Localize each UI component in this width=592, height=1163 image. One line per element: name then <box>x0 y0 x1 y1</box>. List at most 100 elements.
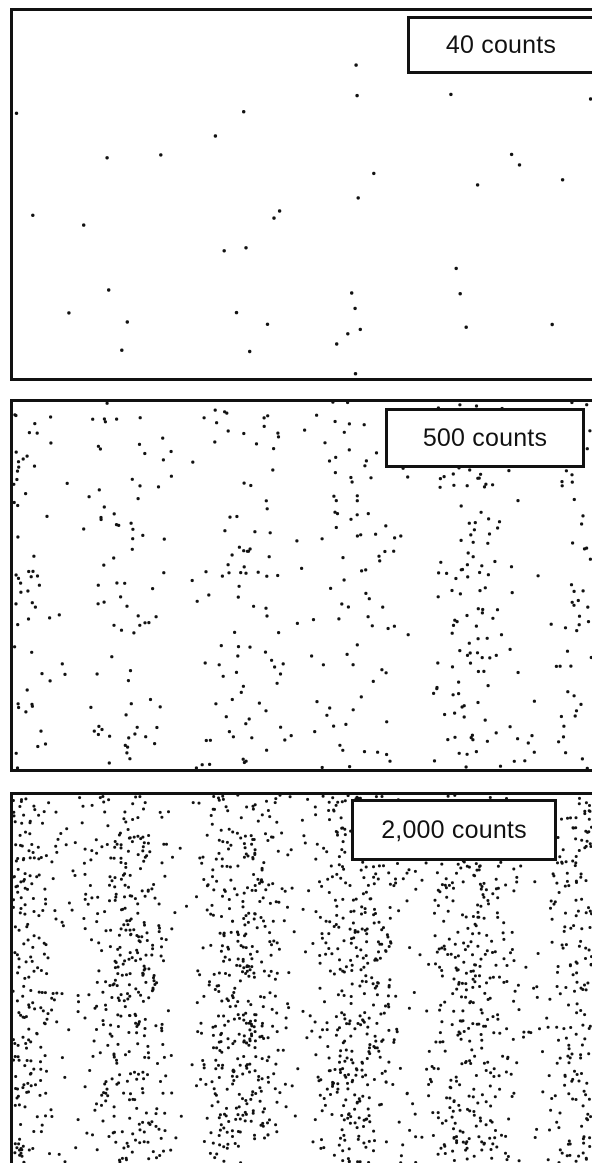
photon-dot <box>372 171 376 176</box>
photon-dot <box>310 1029 314 1033</box>
photon-dot <box>380 928 384 932</box>
photon-dot <box>325 1021 329 1025</box>
photon-dot <box>104 1091 108 1095</box>
dot-field <box>13 795 592 1163</box>
photon-dot <box>19 1123 23 1126</box>
photon-dot <box>24 710 28 714</box>
photon-dot <box>588 557 592 561</box>
photon-dot <box>561 946 565 950</box>
photon-dot <box>433 898 437 902</box>
photon-dot <box>236 939 240 943</box>
photon-dot <box>328 818 331 822</box>
photon-dot <box>467 641 471 645</box>
photon-dot <box>585 839 589 843</box>
photon-dot <box>236 1113 240 1117</box>
photon-dot <box>136 816 140 820</box>
photon-dot <box>372 875 376 879</box>
photon-dot <box>214 1058 218 1062</box>
photon-dot <box>454 266 458 271</box>
photon-dot <box>401 877 405 881</box>
photon-dot <box>558 992 562 996</box>
photon-dot <box>241 957 245 961</box>
photon-dot <box>478 882 482 886</box>
photon-dot <box>247 911 251 915</box>
photon-dot <box>343 1039 347 1043</box>
photon-dot <box>16 623 20 627</box>
photon-dot <box>265 574 269 578</box>
photon-dot <box>574 898 578 902</box>
photon-dot <box>214 857 218 861</box>
photon-dot <box>328 706 332 710</box>
photon-dot <box>258 881 261 885</box>
photon-dot <box>27 1148 31 1152</box>
photon-dot <box>143 894 147 898</box>
photon-dot <box>222 1145 226 1149</box>
photon-dot <box>116 1013 120 1017</box>
photon-dot <box>22 942 26 946</box>
photon-dot <box>455 871 458 875</box>
photon-dot <box>124 820 128 824</box>
photon-dot <box>377 554 381 558</box>
photon-dot <box>479 472 483 476</box>
photon-dot <box>354 946 358 950</box>
photon-dot <box>142 1077 146 1081</box>
photon-dot <box>270 658 274 662</box>
photon-dot <box>13 500 16 505</box>
photon-dot <box>135 1031 139 1035</box>
photon-dot <box>236 1057 240 1061</box>
photon-dot <box>119 595 123 599</box>
photon-dot <box>95 1102 98 1106</box>
photon-dot <box>360 1068 364 1072</box>
photon-dot <box>278 1091 282 1095</box>
photon-dot <box>589 655 592 660</box>
photon-dot <box>464 971 468 975</box>
photon-dot <box>465 752 469 756</box>
photon-dot <box>284 1026 288 1030</box>
photon-dot <box>449 92 453 97</box>
photon-dot <box>16 890 20 894</box>
photon-dot <box>290 1084 294 1088</box>
photon-dot <box>585 1117 589 1121</box>
photon-dot <box>366 961 370 965</box>
photon-dot <box>562 1027 566 1031</box>
photon-dot <box>342 939 346 943</box>
photon-dot <box>248 1037 252 1041</box>
photon-dot <box>169 474 173 478</box>
photon-dot <box>574 709 579 713</box>
photon-dot <box>452 977 456 981</box>
photon-dot <box>581 514 585 518</box>
photon-dot <box>90 849 94 853</box>
photon-dot <box>241 684 245 688</box>
photon-dot <box>310 654 314 658</box>
photon-dot <box>108 984 112 987</box>
photon-dot <box>357 1116 361 1120</box>
photon-dot <box>152 976 155 980</box>
photon-dot <box>143 1027 147 1030</box>
photon-dot <box>105 402 109 405</box>
photon-dot <box>239 571 243 575</box>
photon-dot <box>27 569 31 574</box>
photon-dot <box>125 1141 129 1145</box>
photon-dot <box>343 827 347 831</box>
photon-dot <box>14 413 18 418</box>
photon-dot <box>146 1073 149 1077</box>
photon-dot <box>545 1016 549 1020</box>
photon-dot <box>306 797 310 801</box>
photon-dot <box>361 860 365 864</box>
photon-dot <box>22 878 26 881</box>
photon-dot <box>580 1124 584 1128</box>
photon-dot <box>268 901 272 905</box>
photon-dot <box>253 530 257 534</box>
photon-dot <box>574 861 578 865</box>
photon-dot <box>274 1123 278 1127</box>
photon-dot <box>220 1066 224 1070</box>
photon-dot <box>142 1140 146 1144</box>
photon-dot <box>483 952 487 956</box>
photon-dot <box>471 985 475 989</box>
photon-dot <box>116 947 120 951</box>
photon-dot <box>313 730 317 734</box>
photon-dot <box>76 1010 80 1014</box>
photon-dot <box>354 897 358 901</box>
photon-dot <box>286 905 289 909</box>
photon-dot <box>160 937 164 941</box>
